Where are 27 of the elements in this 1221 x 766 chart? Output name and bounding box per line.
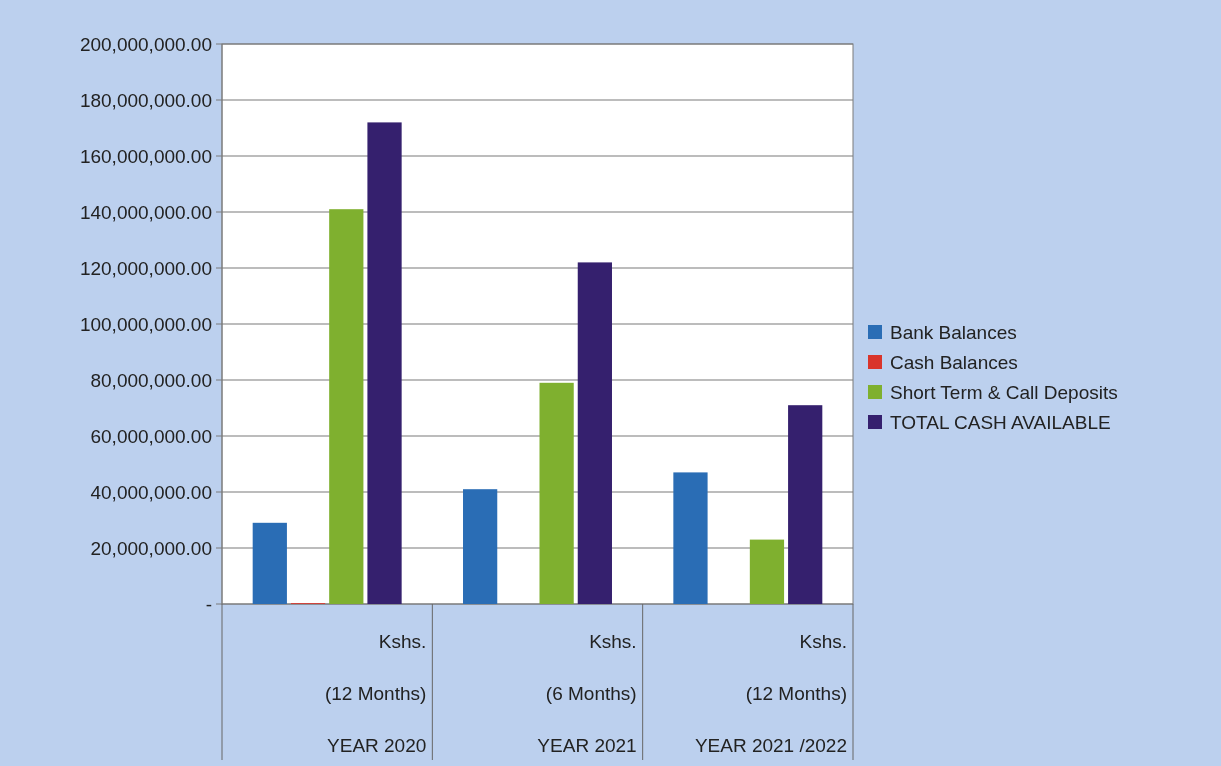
bar [749, 539, 785, 604]
bar [252, 522, 287, 604]
y-tick-label: - [205, 593, 212, 615]
bar [788, 405, 823, 604]
y-tick-label: 100,000,000.00 [79, 313, 212, 335]
bar [539, 382, 574, 604]
y-tick-label: 20,000,000.00 [90, 537, 212, 559]
y-tick-label: 160,000,000.00 [79, 145, 212, 167]
y-tick-label: 120,000,000.00 [79, 257, 212, 279]
y-tick-label: 200,000,000.00 [79, 33, 212, 55]
legend-label: Short Term & Call Deposits [890, 381, 1118, 403]
y-tick-label: 140,000,000.00 [79, 201, 212, 223]
legend-label: Bank Balances [890, 321, 1017, 343]
category-label: Kshs. (6 Months) YEAR 2021 [537, 631, 637, 756]
legend-label: TOTAL CASH AVAILABLE [890, 411, 1111, 433]
bar [577, 262, 612, 604]
bar [463, 489, 498, 604]
y-tick-label: 40,000,000.00 [90, 481, 212, 503]
y-tick-label: 60,000,000.00 [90, 425, 212, 447]
y-tick-label: 80,000,000.00 [90, 369, 212, 391]
legend-label: Cash Balances [890, 351, 1018, 373]
bar [367, 122, 402, 604]
category-label: Kshs. (12 Months) YEAR 2021 /2022 [694, 631, 847, 756]
category-label: Kshs. (12 Months) YEAR 2020 [324, 631, 427, 756]
bar [329, 209, 364, 604]
bar [673, 472, 708, 604]
y-tick-label: 180,000,000.00 [79, 89, 212, 111]
